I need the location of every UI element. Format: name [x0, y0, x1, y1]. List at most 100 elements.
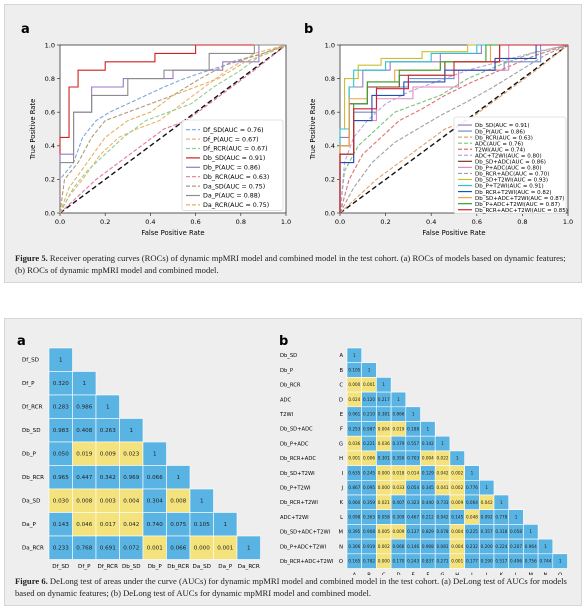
heat-cell-value: 0.283 [53, 405, 69, 411]
x-tick-label: 0.8 [236, 218, 246, 226]
row-label: T2WI [279, 412, 294, 418]
col-label: Df_P [78, 564, 91, 570]
row-label: Db_RCR+ADC+T2WI [280, 559, 334, 565]
heat-cell-value: 0.986 [76, 405, 92, 411]
heat-cell-value: 0.177 [466, 559, 478, 564]
legend-entry: Db_P(AUC = 0.86) [203, 165, 260, 172]
heat-cell-value: 0.009 [392, 529, 404, 534]
heat-cell-value: 0.517 [495, 559, 507, 564]
heat-cell-value: 0.066 [147, 475, 163, 481]
legend-entry: Db_P+ADC+T2WI(AUC = 0.87) [475, 202, 560, 208]
x-tick-label: 0.4 [426, 218, 436, 226]
heat-cell-value: 0.233 [53, 546, 69, 552]
row-letter: H [339, 456, 343, 462]
legend-entry: Da_RCR(AUC = 0.75) [203, 202, 269, 209]
row-label: Db_RCR+ADC [280, 456, 316, 462]
row-label: Db_P [22, 452, 37, 458]
heat-cell-value: 0.017 [100, 522, 116, 528]
heat-cell-value: 0.001 [363, 382, 375, 387]
row-letter: O [339, 559, 343, 565]
row-label: Da_RCR [22, 546, 44, 552]
heat-cell-value: 0.253 [348, 426, 360, 431]
figure6-caption: Figure 6. DeLong test of areas under the… [15, 576, 575, 599]
row-label: ADC+T2WI [280, 515, 309, 521]
heat-cell-value: 0.030 [53, 499, 69, 505]
heat-cell-value: 1 [200, 499, 204, 505]
x-tick-label: 0.4 [145, 218, 155, 226]
heat-cell-value: 0.036 [378, 441, 390, 446]
row-label: Db_P+ADC+T2WI [280, 544, 326, 550]
col-label: G [441, 573, 445, 575]
heat-cell-value: 0.304 [147, 499, 163, 505]
legend-entry: ADC+T2WI(AUC = 0.80) [475, 153, 542, 159]
heat-cell-value: 1 [456, 456, 459, 461]
y-axis-label: True Positive Rate [29, 99, 37, 161]
roc-curve [59, 44, 287, 214]
heat-cell-value: 1 [59, 358, 63, 364]
roc-curve [339, 44, 569, 214]
heat-cell-value: 0.221 [363, 441, 375, 446]
heat-cell-value: 0.379 [392, 441, 404, 446]
col-label: M [529, 573, 533, 575]
col-label: Db_SD [122, 564, 141, 570]
col-label: C [382, 573, 386, 575]
heat-cell-value: 0.105 [194, 522, 210, 528]
heat-cell-value: 0.072 [123, 546, 139, 552]
col-label: Da_P [218, 564, 233, 570]
panel-letter: a [17, 334, 26, 349]
heat-cell-value: 1 [82, 381, 86, 387]
roc-panel-a: a 0.00.0 0.2 0.2 0.4 0.4 0.6 0.6 0.8 0.8 1.0 1.0 Fal… [21, 22, 291, 237]
legend-entry: Db_SD+ADC+T2WI(AUC = 0.87) [475, 196, 564, 202]
row-label: Db_P [280, 368, 293, 374]
heat-cell-value: 0.001 [451, 559, 463, 564]
heat-cell-value: 0.306 [348, 544, 360, 549]
col-label: A [353, 573, 357, 575]
heat-cell-value: 0.002 [451, 485, 463, 490]
legend-entry: Db_P(AUC = 0.86) [475, 129, 525, 135]
heat-cell-value: 0.098 [348, 515, 360, 520]
heat-cell-value: 0.357 [481, 529, 493, 534]
y-tick-label: 0.2 [325, 176, 335, 184]
figure6-frame: a 1 0.320 1 0.283 0.986 1 0.983 0.408 0.263 1 0.050… [4, 318, 582, 606]
legend-entry: Da_P(AUC = 0.88) [203, 193, 260, 200]
y-tick-label: 0.6 [325, 109, 335, 117]
heat-cell-value: 0.318 [495, 529, 507, 534]
heat-cell-value: 0.867 [348, 485, 360, 490]
heat-cell-value: 0.467 [407, 515, 419, 520]
panel-letter: b [279, 334, 288, 349]
heat-cell-value: 0.983 [53, 428, 69, 434]
y-tick-label: 0.4 [45, 142, 55, 150]
heat-cell-value: 0.064 [466, 500, 478, 505]
heat-cell-value: 0.023 [123, 452, 139, 458]
row-label: Db_SD [280, 353, 297, 359]
legend-entry: Db_RCR+ADC+T2WI(AUC = 0.85) [475, 208, 568, 214]
heat-cell-value: 0.408 [76, 428, 92, 434]
heat-cell-value: 0.146 [407, 544, 419, 549]
heat-cell-value: 0.866 [392, 412, 404, 417]
chance-diagonal [339, 44, 569, 214]
heat-cell-value: 0.301 [378, 456, 390, 461]
row-letter: N [339, 544, 343, 550]
legend-entry: Db_RCR(AUC = 0.63) [475, 135, 533, 141]
y-tick-label: 0.4 [325, 142, 335, 150]
heat-cell-value: 0.733 [437, 500, 449, 505]
heat-cell-value: 0.345 [422, 485, 434, 490]
y-tick-label: 0.8 [45, 75, 55, 83]
roc-curve [59, 44, 286, 213]
col-label: N [544, 573, 548, 575]
heat-cell-value: 0.024 [348, 397, 360, 402]
heat-cell-value: 0.000 [378, 470, 390, 475]
heat-cell-value: 0.000 [378, 559, 390, 564]
heat-cell-value: 0.165 [348, 559, 360, 564]
heat-cell-value: 1 [529, 529, 532, 534]
heat-cell-value: 0.740 [147, 522, 163, 528]
row-label: Df_P [22, 381, 35, 387]
delong-panel-a: a 1 0.320 1 0.283 0.986 1 0.983 0.408 0.263 1 0.050… [17, 334, 261, 570]
col-label: Da_SD [193, 564, 211, 570]
col-label: Da_RCR [238, 564, 260, 570]
heat-cell-value: 0.837 [422, 559, 434, 564]
heat-cell-value: 0.003 [100, 499, 116, 505]
heat-cell-value: 0.061 [348, 412, 360, 417]
legend-entry: Db_P+ADC(AUC = 0.80) [475, 166, 542, 172]
heat-cell-value: 0.908 [363, 529, 375, 534]
